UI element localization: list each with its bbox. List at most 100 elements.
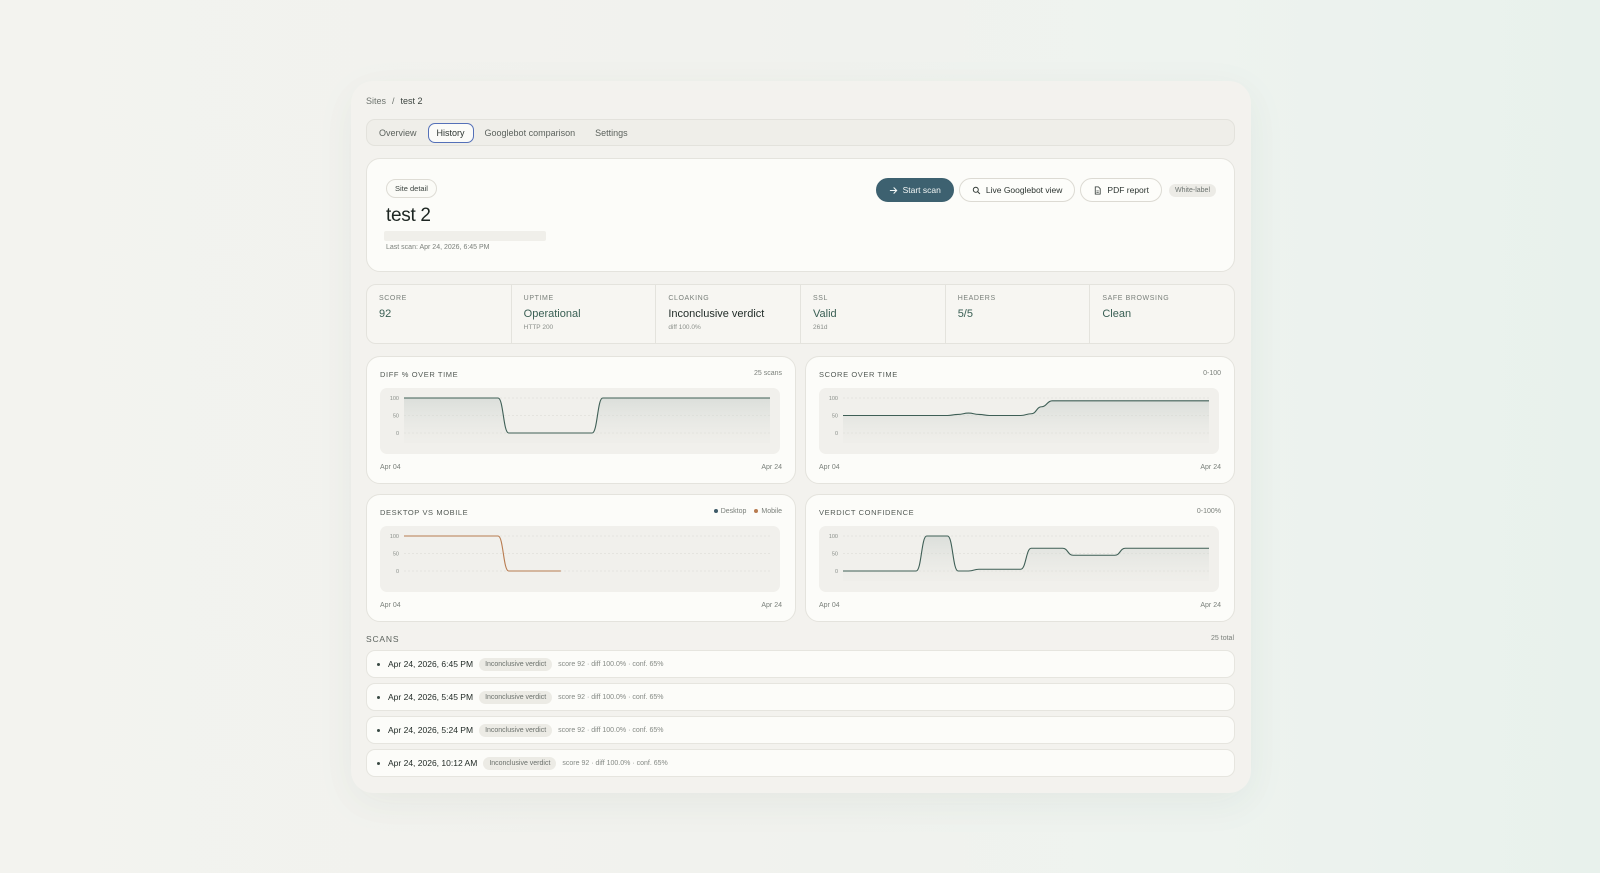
breadcrumb-sites-link[interactable]: Sites [366,96,387,106]
y-tick-label: 100 [390,396,399,402]
series-area [843,400,1209,443]
chart-meta-text: 0-100% [1196,508,1221,515]
pdf-report-label: PDF report [1107,185,1149,195]
y-tick-label: 100 [390,534,399,540]
x-axis-start-label: Apr 04 [819,602,840,609]
pdf-report-button[interactable]: PDF report [1080,178,1162,202]
tab-googlebot-comparison[interactable]: Googlebot comparison [484,127,576,138]
legend-desktop-label: Desktop [720,508,747,515]
chart-svg: 100 50 0 [829,534,1209,581]
verdict-badge: Inconclusive verdict [479,723,553,737]
chart-plot: 100 50 0 [380,526,780,592]
arrow-right-icon [889,186,897,194]
scan-time: Apr 24, 2026, 5:24 PM [388,725,474,735]
legend-mobile-label: Mobile [761,508,782,515]
stat-label: HEADERS [957,295,996,302]
last-scan-text: Last scan: Apr 24, 2026, 6:45 PM [386,244,490,251]
series-area [404,398,770,443]
site-header-card: Site detail test 2 Last scan: Apr 24, 20… [366,158,1235,272]
stat-value: Valid [813,308,837,320]
tab-overview[interactable]: Overview [379,127,417,138]
chart-legend: Desktop Mobile [713,508,782,515]
chart-meta-text: 0-100 [1203,370,1221,377]
white-label-badge: White-label [1168,183,1216,197]
series-line [843,535,1209,572]
stat-label: SAFE BROWSING [1102,295,1170,302]
status-dot [377,761,380,765]
x-axis-start-label: Apr 04 [380,602,401,609]
stat-value: Clean [1102,308,1132,320]
stat-score: SCORE 92 [367,285,512,343]
stat-cloaking: CLOAKING Inconclusive verdict diff 100.0… [656,285,802,343]
chart-score-over-time: SCORE OVER TIME 0-100 100 50 0 Apr 04 Apr … [805,356,1235,484]
y-tick-label: 0 [835,431,838,437]
chart-svg: 100 50 0 [390,396,770,443]
x-axis-end-label: Apr 24 [1200,602,1221,609]
scan-meta: score 92 · diff 100.0% · conf. 65% [562,759,668,767]
tab-history[interactable]: History [427,122,474,143]
stat-sub: diff 100.0% [668,324,701,331]
breadcrumb: Sites / test 2 [366,96,423,106]
scan-meta: score 92 · diff 100.0% · conf. 65% [558,726,664,734]
stat-value: Operational [523,308,581,320]
search-icon [972,186,981,194]
legend-mobile: Mobile [754,508,782,515]
y-tick-label: 0 [396,569,399,575]
chart-meta: 0-100 [1203,370,1221,377]
verdict-badge: Inconclusive verdict [483,756,557,770]
scan-row[interactable]: Apr 24, 2026, 5:24 PM Inconclusive verdi… [366,716,1235,744]
live-view-label: Live Googlebot view [985,185,1063,195]
chart-svg: 100 50 0 [390,534,770,575]
scans-heading: SCANS [366,634,400,644]
stat-value: 5/5 [957,308,973,320]
stat-uptime: UPTIME Operational HTTP 200 [512,285,657,343]
stat-label: CLOAKING [668,295,710,302]
y-tick-label: 100 [829,396,838,402]
stats-bar: SCORE 92 UPTIME Operational HTTP 200 CLO… [366,284,1235,344]
stat-label: UPTIME [523,295,554,302]
scan-row[interactable]: Apr 24, 2026, 10:12 AM Inconclusive verd… [366,749,1235,777]
page-title: test 2 [386,205,431,226]
site-url-placeholder [384,231,546,241]
chart-title: SCORE OVER TIME [819,370,898,379]
scan-meta: score 92 · diff 100.0% · conf. 65% [558,693,664,701]
chart-meta: 25 scans [754,370,782,377]
stat-value: 92 [379,308,392,320]
legend-dot-desktop [713,509,718,514]
breadcrumb-separator: / [392,96,395,106]
chart-title: DESKTOP VS MOBILE [380,508,469,517]
chart-desktop-vs-mobile: DESKTOP VS MOBILE Desktop Mobile 100 50 0 … [366,494,796,622]
scan-time: Apr 24, 2026, 10:12 AM [388,758,478,768]
site-detail-tag: Site detail [386,179,437,198]
series-area [843,536,1209,581]
verdict-badge: Inconclusive verdict [479,690,553,704]
stat-value: Inconclusive verdict [668,308,765,320]
tab-bar: Overview History Googlebot comparison Se… [366,119,1235,146]
breadcrumb-current: test 2 [400,96,423,106]
series-line [403,397,770,434]
scans-total: 25 total [1211,635,1234,642]
y-tick-label: 50 [393,414,399,420]
scan-time: Apr 24, 2026, 6:45 PM [388,659,474,669]
document-icon [1095,185,1102,195]
scan-row[interactable]: Apr 24, 2026, 6:45 PM Inconclusive verdi… [366,650,1235,678]
scan-time: Apr 24, 2026, 5:45 PM [388,692,474,702]
chart-title: VERDICT CONFIDENCE [819,508,915,517]
legend-desktop: Desktop [713,508,747,515]
chart-svg: 100 50 0 [829,396,1209,443]
stat-ssl: SSL Valid 261d [801,285,946,343]
y-tick-label: 50 [393,552,399,558]
chart-plot: 100 50 0 [819,388,1219,454]
start-scan-button[interactable]: Start scan [875,178,954,202]
y-tick-label: 100 [829,534,838,540]
scan-row[interactable]: Apr 24, 2026, 5:45 PM Inconclusive verdi… [366,683,1235,711]
x-axis-end-label: Apr 24 [761,464,782,471]
tab-settings[interactable]: Settings [595,127,628,138]
chart-meta-text: 25 scans [753,370,782,377]
chart-verdict-confidence: VERDICT CONFIDENCE 0-100% 100 50 0 Apr 04 … [805,494,1235,622]
y-tick-label: 0 [835,569,838,575]
y-tick-label: 0 [396,431,399,437]
live-googlebot-view-button[interactable]: Live Googlebot view [958,178,1076,202]
chart-plot: 100 50 0 [819,526,1219,592]
x-axis-start-label: Apr 04 [819,464,840,471]
